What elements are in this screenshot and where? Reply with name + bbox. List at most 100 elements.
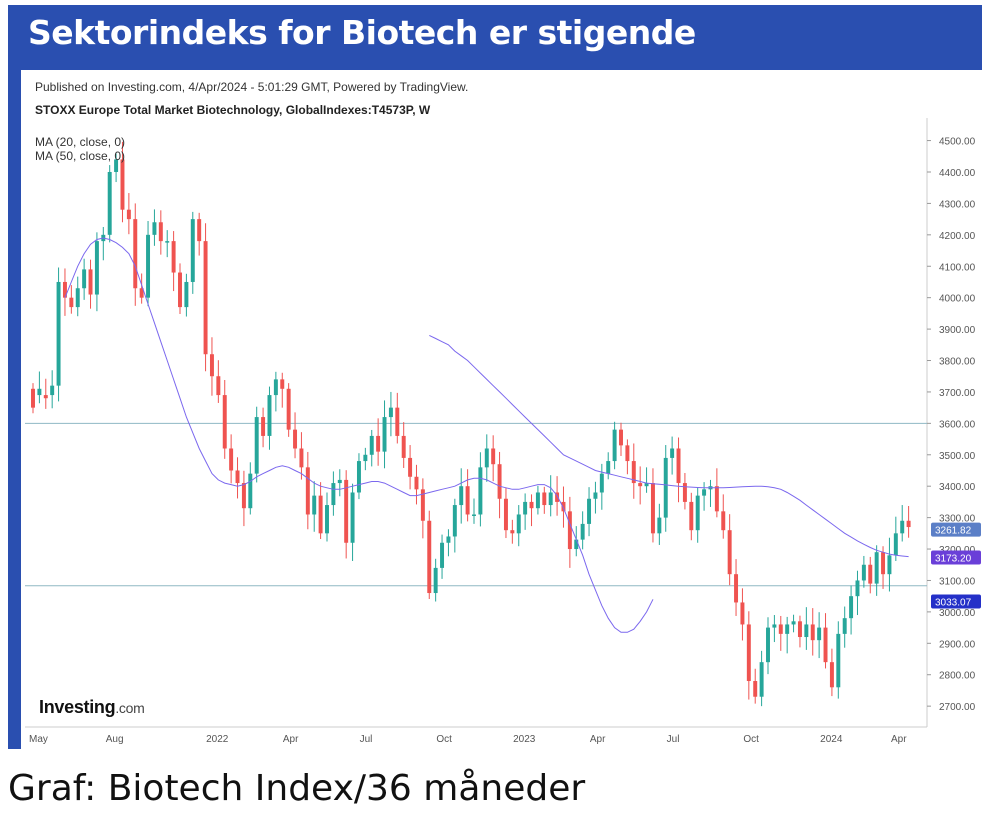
candle-body [107,171,112,235]
candle-body [248,473,253,509]
candle-body [88,269,93,295]
candle-body [152,222,157,235]
candle-body [254,417,259,474]
candle-body [395,407,400,436]
candle-body [893,533,898,556]
candle-body [472,514,476,516]
candlestick-chart: 2700.002800.002900.003000.003100.003200.… [25,118,981,745]
candle-body [606,461,611,474]
ma20-line [64,237,654,633]
candle-body [401,435,406,458]
candle-body [158,222,163,242]
candle-body [318,495,323,534]
candle-body [331,483,336,506]
candle-body [222,395,227,449]
y-tick-label: 4400.00 [939,168,976,179]
y-tick-label: 4000.00 [939,294,976,305]
candle-body [804,624,809,638]
candle-body [753,681,758,697]
candle-body [785,624,790,634]
candle-body [325,505,329,534]
candle-body [746,624,751,682]
candle-body [376,435,381,452]
candle-body [171,241,176,273]
candle-body [43,395,48,399]
candle-body [567,511,572,550]
candle-body [497,464,502,499]
candle-body [56,281,61,386]
candle-body [235,470,240,484]
candle-body [510,530,515,534]
y-tick-label: 2700.00 [939,702,976,713]
candle-body [561,501,566,512]
candle-body [37,388,42,396]
y-tick-label: 2800.00 [939,671,976,682]
candle-body [491,448,496,465]
publish-info: Published on Investing.com, 4/Apr/2024 -… [35,80,469,94]
chart-caption: Graf: Biotech Index/36 måneder [8,768,586,809]
price-badge [931,522,981,537]
candle-body [408,457,413,477]
candle-body [797,621,802,638]
x-tick-label: May [29,734,48,745]
candle-body [75,288,80,308]
candle-body [114,159,119,172]
y-tick-label: 4500.00 [939,137,976,148]
candle-body [906,520,911,528]
candle-body [344,479,349,543]
investing-logo: Investing.com [39,697,145,718]
candle-body [382,417,387,452]
candle-body [286,388,291,430]
candle-body [836,633,841,688]
candle-body [625,445,630,462]
candle-body [849,596,854,619]
y-tick-label: 3500.00 [939,451,976,462]
x-tick-label: Apr [590,734,606,745]
candle-body [868,564,873,584]
candle-body [740,602,745,625]
y-tick-label: 3600.00 [939,419,976,430]
candle-body [414,476,419,490]
banner-title: Sektorindeks for Biotech er stigende [28,13,696,52]
candle-body [267,395,272,436]
candle-body [452,505,457,537]
ma50-legend: MA (50, close, 0) [35,149,126,163]
candle-body [62,281,67,298]
candle-body [305,467,310,515]
candle-body [82,269,87,289]
ma50-line [429,334,909,558]
candle-body [529,501,534,509]
candle-body [727,530,732,575]
y-tick-label: 4300.00 [939,199,976,210]
candle-body [619,429,623,446]
candle-body [178,272,182,308]
candle-body [523,501,528,515]
candle-body [574,539,579,550]
candle-body [587,498,592,524]
logo-suffix: .com [115,700,145,716]
candle-body [695,495,700,531]
chart-panel: 2700.002800.002900.003000.003100.003200.… [21,70,984,750]
price-badge-label: 3173.20 [935,553,972,564]
price-badge-label: 3033.07 [935,597,972,608]
candle-body [190,219,195,282]
y-tick-label: 3400.00 [939,482,976,493]
candle-body [299,448,304,468]
candle-body [542,492,547,506]
candle-body [203,241,208,355]
candle-body [440,542,445,568]
candle-body [433,567,438,594]
y-tick-label: 3900.00 [939,325,976,336]
candle-body [772,624,777,628]
candle-body [146,234,151,298]
x-tick-label: Oct [743,734,759,745]
candle-body [229,448,234,471]
candle-body [855,580,860,597]
candle-body [861,564,866,581]
candle-body [650,483,655,534]
y-tick-label: 4200.00 [939,231,976,242]
candle-body [900,520,905,534]
y-tick-label: 3800.00 [939,357,976,368]
candle-body [702,489,707,496]
candle-body [714,486,719,512]
